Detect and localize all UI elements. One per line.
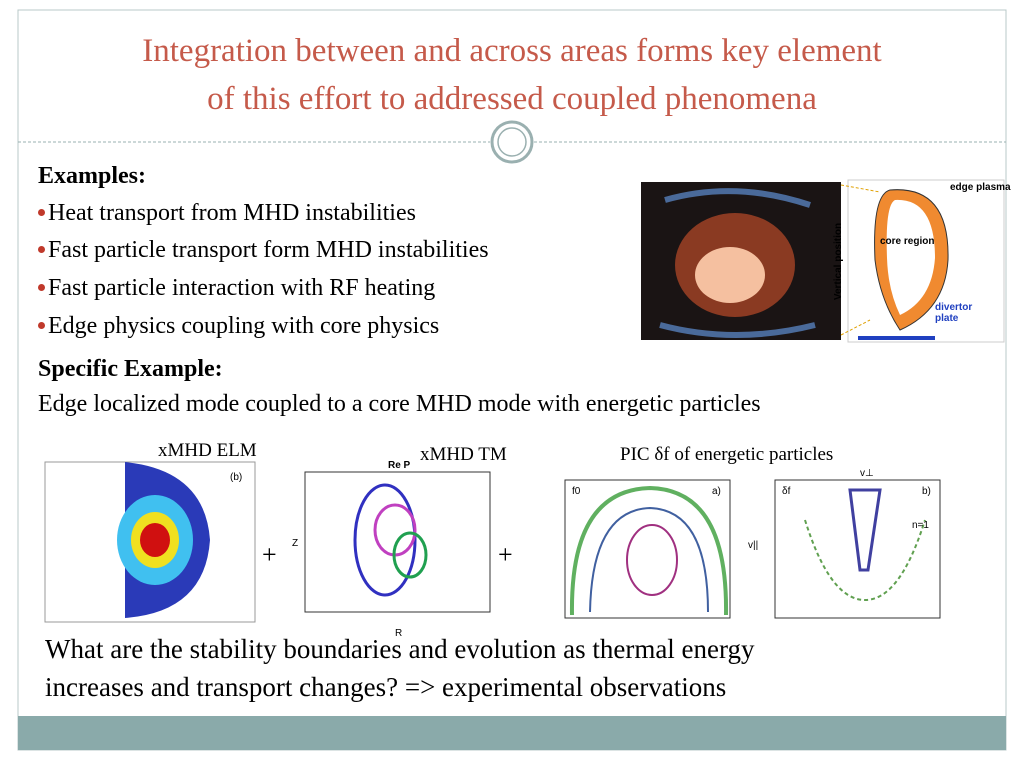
- figure-caption: PIC δf of energetic particles: [620, 444, 834, 465]
- plus: +: [498, 540, 513, 569]
- bullet: Edge physics coupling with core physics: [38, 313, 439, 340]
- bullet-text: Edge physics coupling with core physics: [48, 313, 440, 339]
- tm-contour: [353, 483, 417, 597]
- bullet-text: Fast particle transport form MHD instabi…: [48, 237, 489, 263]
- bullet: Heat transport from MHD instabilities: [38, 200, 416, 227]
- pic-contour: [569, 485, 729, 616]
- photo-part: [695, 247, 765, 303]
- pic-contour: [626, 524, 678, 596]
- panel-label: a): [712, 486, 721, 497]
- panel-label: (b): [230, 472, 243, 483]
- bullet-dot: [38, 209, 45, 216]
- panel-label: R: [395, 628, 403, 639]
- specific-heading: Specific Example:: [38, 356, 223, 382]
- title-line: of this effort to addressed coupled phen…: [207, 81, 817, 117]
- panel-label: Z: [292, 538, 299, 549]
- question-line: increases and transport changes? => expe…: [45, 672, 727, 702]
- bullet-dot: [38, 322, 45, 329]
- figure-caption: xMHD ELM: [158, 440, 257, 461]
- plus: +: [262, 540, 277, 569]
- diagram-label: Vertical position: [833, 222, 845, 301]
- panel-label: δf: [782, 486, 791, 497]
- bullet-text: Heat transport from MHD instabilities: [48, 200, 416, 226]
- panel-label: f0: [572, 486, 581, 497]
- figure-caption: xMHD TM: [420, 444, 507, 465]
- bullet: Fast particle interaction with RF heatin…: [38, 275, 435, 302]
- panel-label: v||: [748, 540, 759, 551]
- elm-field: [140, 523, 170, 557]
- pic-contour: [804, 519, 926, 602]
- ornament: [497, 127, 527, 157]
- tm-contour: [392, 531, 428, 579]
- panel-label: Re P: [388, 460, 411, 471]
- specific-text: Edge localized mode coupled to a core MH…: [38, 391, 761, 417]
- bullet: Fast particle transport form MHD instabi…: [38, 237, 489, 264]
- question-line: What are the stability boundaries and ev…: [45, 634, 755, 664]
- examples-heading: Examples:: [38, 163, 146, 189]
- photo-part: [659, 188, 816, 338]
- bullet-text: Fast particle interaction with RF heatin…: [48, 275, 436, 301]
- connector: [840, 184, 881, 193]
- panel-label: n=1: [912, 520, 929, 531]
- panel-label: v⊥: [860, 468, 874, 479]
- diagram-label: edge plasma: [950, 182, 1011, 193]
- connector: [840, 319, 871, 336]
- bullet-dot: [38, 284, 45, 291]
- panel-label: b): [922, 486, 931, 497]
- core: [886, 199, 935, 315]
- title-line: Integration between and across areas for…: [142, 33, 882, 69]
- bullet-dot: [38, 246, 45, 253]
- pic-contour: [848, 488, 882, 572]
- footer-bar: [18, 716, 1006, 750]
- diagram-label: divertor plate: [935, 302, 973, 324]
- pic-contour: [589, 506, 709, 613]
- diagram-label: core region: [880, 236, 935, 247]
